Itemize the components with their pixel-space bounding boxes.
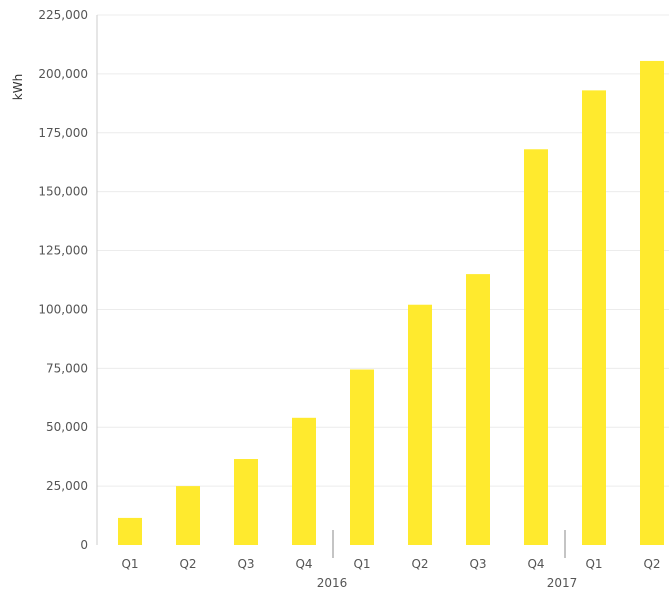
bar	[350, 369, 374, 545]
y-tick-label: 150,000	[38, 185, 88, 199]
bar	[408, 304, 432, 545]
y-axis-title: kWh	[11, 74, 25, 100]
x-tick-label: Q3	[237, 557, 254, 571]
y-tick-labels: 0 25,000 50,000 75,000 100,000 125,000 150,000…	[38, 8, 88, 552]
x-tick-label: Q2	[411, 557, 428, 571]
x-tick-label: Q2	[643, 557, 660, 571]
y-tick-label: 50,000	[46, 420, 88, 434]
gridlines	[97, 14, 669, 487]
x-tick-label: Q3	[469, 557, 486, 571]
x-tick-label: Q1	[353, 557, 370, 571]
bar	[524, 149, 548, 545]
x-tick-label: Q4	[295, 557, 312, 571]
bar	[234, 459, 258, 545]
x-tick-label: Q2	[179, 557, 196, 571]
bar	[118, 517, 142, 545]
bars	[118, 60, 664, 545]
bar	[466, 274, 490, 545]
y-tick-label: 75,000	[46, 361, 88, 375]
y-tick-label: 25,000	[46, 479, 88, 493]
y-tick-label: 175,000	[38, 126, 88, 140]
bar	[582, 90, 606, 545]
y-tick-label: 0	[80, 538, 88, 552]
x-tick-label: Q4	[527, 557, 544, 571]
bar	[176, 486, 200, 545]
x-tick-label: Q1	[121, 557, 138, 571]
bar	[640, 60, 664, 545]
x-group-labels: 2016 2017	[317, 530, 578, 590]
y-tick-label: 100,000	[38, 302, 88, 316]
x-tick-labels: Q1 Q2 Q3 Q4 Q1 Q2 Q3 Q4 Q1 Q2	[121, 557, 660, 571]
y-tick-label: 225,000	[38, 8, 88, 22]
x-group-label: 2016	[317, 576, 348, 590]
bar	[292, 417, 316, 545]
x-tick-label: Q1	[585, 557, 602, 571]
y-tick-label: 200,000	[38, 67, 88, 81]
y-tick-label: 125,000	[38, 244, 88, 258]
x-group-label: 2017	[547, 576, 578, 590]
